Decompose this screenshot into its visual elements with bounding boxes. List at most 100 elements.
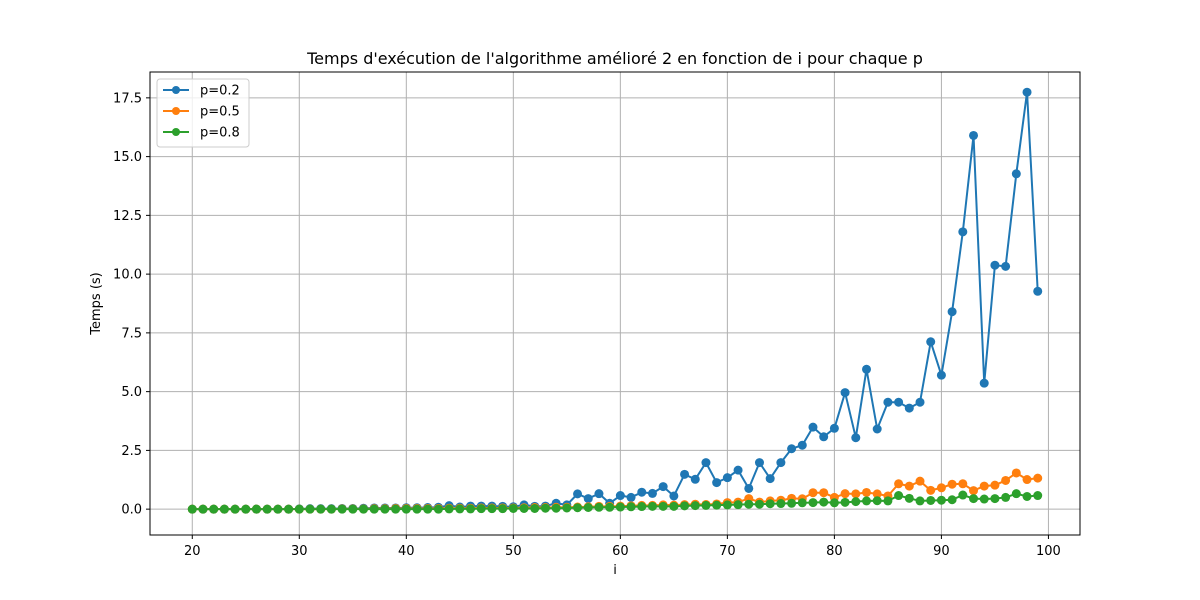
data-point <box>808 498 818 508</box>
data-point <box>701 458 711 468</box>
data-point <box>797 498 807 508</box>
data-point <box>915 397 925 407</box>
x-tick-label: 90 <box>933 544 950 559</box>
data-point <box>819 497 829 507</box>
data-point <box>262 504 272 514</box>
data-point <box>883 397 893 407</box>
data-point <box>936 495 946 505</box>
y-tick-label: 2.5 <box>121 444 142 459</box>
data-point <box>583 503 593 512</box>
data-point <box>851 497 861 507</box>
data-point <box>284 504 294 514</box>
data-point <box>273 504 283 514</box>
data-point <box>1022 491 1032 501</box>
data-point <box>1011 169 1021 179</box>
data-point <box>840 388 850 398</box>
data-point <box>904 403 914 413</box>
data-point <box>369 504 379 514</box>
x-tick-label: 20 <box>184 544 201 559</box>
data-point <box>562 503 572 513</box>
data-point <box>241 504 251 514</box>
data-point <box>487 504 497 514</box>
data-point <box>765 474 775 484</box>
data-point <box>894 479 904 489</box>
data-point <box>926 485 936 495</box>
data-point <box>872 496 882 506</box>
data-point <box>348 504 358 514</box>
data-point <box>583 494 593 504</box>
legend-entry-p08: p=0.8 <box>163 126 240 141</box>
data-point <box>1033 491 1043 501</box>
data-point <box>712 478 722 488</box>
data-point <box>219 504 229 514</box>
data-point <box>1033 286 1043 296</box>
legend-box <box>156 78 250 148</box>
data-point <box>187 504 197 514</box>
data-point <box>444 504 454 514</box>
data-point <box>230 504 240 514</box>
data-point <box>894 397 904 407</box>
data-point <box>551 503 561 513</box>
legend-label-p08: p=0.8 <box>200 126 240 141</box>
data-point <box>754 499 764 509</box>
data-point <box>829 423 839 433</box>
data-point <box>851 433 861 443</box>
data-point <box>979 494 989 504</box>
data-point <box>209 504 219 514</box>
data-point <box>594 502 604 512</box>
data-point <box>391 504 401 514</box>
data-point <box>936 370 946 380</box>
data-point <box>990 494 1000 504</box>
data-point <box>969 130 979 140</box>
axis-ticks: 20 30 40 50 60 70 80 90 100 0.0 2.5 5.0 7.5 10.0 12.5 1… <box>113 91 1061 559</box>
data-point <box>979 481 989 491</box>
data-point <box>733 465 743 475</box>
data-point <box>605 502 615 512</box>
x-tick-label: 30 <box>291 544 308 559</box>
y-tick-label: 12.5 <box>113 209 142 224</box>
data-point <box>519 503 529 513</box>
data-point <box>647 501 657 511</box>
data-point <box>840 489 850 499</box>
data-point <box>840 497 850 507</box>
data-point <box>722 500 732 510</box>
data-point <box>808 488 818 498</box>
data-point <box>819 432 829 442</box>
data-point <box>904 493 914 503</box>
data-point <box>658 482 668 492</box>
data-point <box>915 496 925 506</box>
data-point <box>872 489 882 499</box>
data-point <box>637 502 647 512</box>
data-point <box>466 504 476 514</box>
y-tick-label: 15.0 <box>113 150 142 165</box>
x-tick-label: 80 <box>826 544 843 559</box>
data-point <box>926 337 936 347</box>
plot-frame <box>149 71 1081 536</box>
x-axis-title: i <box>613 563 617 578</box>
data-point <box>797 440 807 450</box>
data-point <box>669 501 679 511</box>
data-point <box>915 476 925 486</box>
data-point <box>1011 489 1021 499</box>
data-point <box>883 496 893 506</box>
data-point <box>776 458 786 468</box>
data-point <box>690 474 700 484</box>
data-point <box>359 504 368 514</box>
data-point <box>498 504 508 514</box>
data-point <box>958 490 968 500</box>
data-point <box>658 501 668 511</box>
data-point <box>573 489 583 499</box>
data-point <box>969 486 979 496</box>
data-point <box>626 502 636 512</box>
data-point <box>851 489 861 499</box>
legend-entry-p02: p=0.2 <box>163 84 240 99</box>
data-point <box>690 501 700 511</box>
data-point <box>198 504 208 514</box>
data-point <box>615 502 625 512</box>
data-point <box>412 504 422 514</box>
data-point <box>701 500 711 510</box>
data-point <box>423 504 433 514</box>
data-point <box>872 424 882 434</box>
data-point <box>1001 475 1011 485</box>
data-point <box>680 469 690 479</box>
